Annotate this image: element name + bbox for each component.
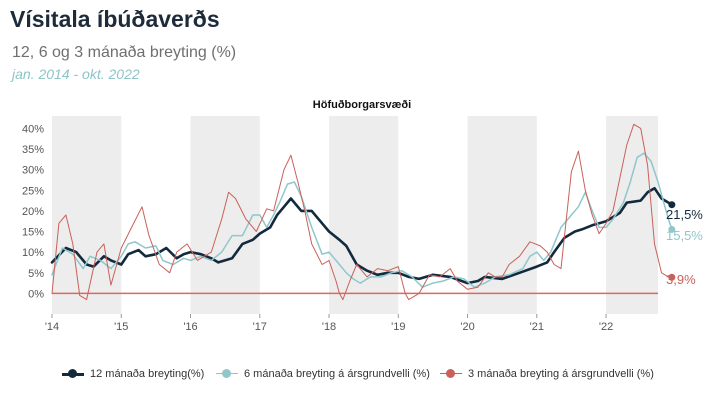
legend-item-6m: 6 mánaða breyting á ársgrundvelli (%) bbox=[216, 364, 430, 384]
year-shade-2022 bbox=[606, 116, 658, 314]
y-tick-label: 35% bbox=[22, 144, 44, 156]
legend-swatch-3m bbox=[440, 368, 462, 380]
y-tick-label: 25% bbox=[22, 185, 44, 197]
legend-swatch-6m bbox=[216, 368, 238, 380]
legend-label-3m: 3 mánaða breyting á ársgrundvelli (%) bbox=[468, 368, 654, 380]
x-tick-label: '17 bbox=[253, 321, 267, 333]
end-point-s12 bbox=[668, 201, 676, 209]
label-layer: 21,5% 15,5% 3,9% bbox=[666, 207, 703, 287]
y-tick-label: 15% bbox=[22, 227, 44, 239]
end-label-s6: 15,5% bbox=[666, 228, 703, 243]
chart-title: Höfuðborgarsvæði bbox=[313, 99, 411, 111]
legend: 12 mánaða breyting(%) 6 mánaða breyting … bbox=[0, 364, 720, 384]
series-layer bbox=[50, 123, 676, 301]
legend-item-3m: 3 mánaða breyting á ársgrundvelli (%) bbox=[440, 364, 654, 384]
period-label: jan. 2014 - okt. 2022 bbox=[12, 66, 140, 82]
series-line-s12 bbox=[50, 186, 674, 285]
shade-layer bbox=[52, 116, 658, 314]
end-point-s3 bbox=[668, 273, 676, 281]
legend-label-12m: 12 mánaða breyting(%) bbox=[90, 368, 205, 380]
x-tick-label: '19 bbox=[391, 321, 405, 333]
legend-label-6m: 6 mánaða breyting á ársgrundvelli (%) bbox=[244, 368, 430, 380]
page-subtitle: 12, 6 og 3 mánaða breyting (%) bbox=[12, 44, 237, 61]
x-tick-label: '18 bbox=[322, 321, 336, 333]
year-shade-2020 bbox=[467, 116, 537, 314]
x-tick-label: '21 bbox=[530, 321, 544, 333]
legend-item-12m: 12 mánaða breyting(%) bbox=[62, 364, 204, 384]
year-shade-2016 bbox=[190, 116, 260, 314]
end-label-s12: 21,5% bbox=[666, 207, 703, 222]
y-tick-label: 30% bbox=[22, 165, 44, 177]
x-tick-label: '20 bbox=[460, 321, 474, 333]
y-tick-label: 10% bbox=[22, 247, 44, 259]
legend-swatch-12m bbox=[62, 368, 84, 380]
page-title: Vísitala íbúðaverðs bbox=[10, 6, 220, 32]
series-line-s3 bbox=[51, 123, 673, 301]
y-tick-label: 5% bbox=[28, 268, 44, 280]
axis-layer: 0% 5% 10% 15% 20% 25% 30% 35% 40% '14 '15 '16 '17 '18… bbox=[22, 123, 658, 333]
y-tick-label: 40% bbox=[22, 123, 44, 135]
end-label-s3: 3,9% bbox=[666, 272, 696, 287]
year-shade-2018 bbox=[329, 116, 399, 314]
x-tick-label: '22 bbox=[599, 321, 613, 333]
x-tick-label: '15 bbox=[114, 321, 128, 333]
x-tick-label: '14 bbox=[45, 321, 59, 333]
y-tick-label: 20% bbox=[22, 206, 44, 218]
y-tick-label: 0% bbox=[28, 288, 44, 300]
x-tick-label: '16 bbox=[183, 321, 197, 333]
end-point-s6 bbox=[668, 225, 676, 233]
